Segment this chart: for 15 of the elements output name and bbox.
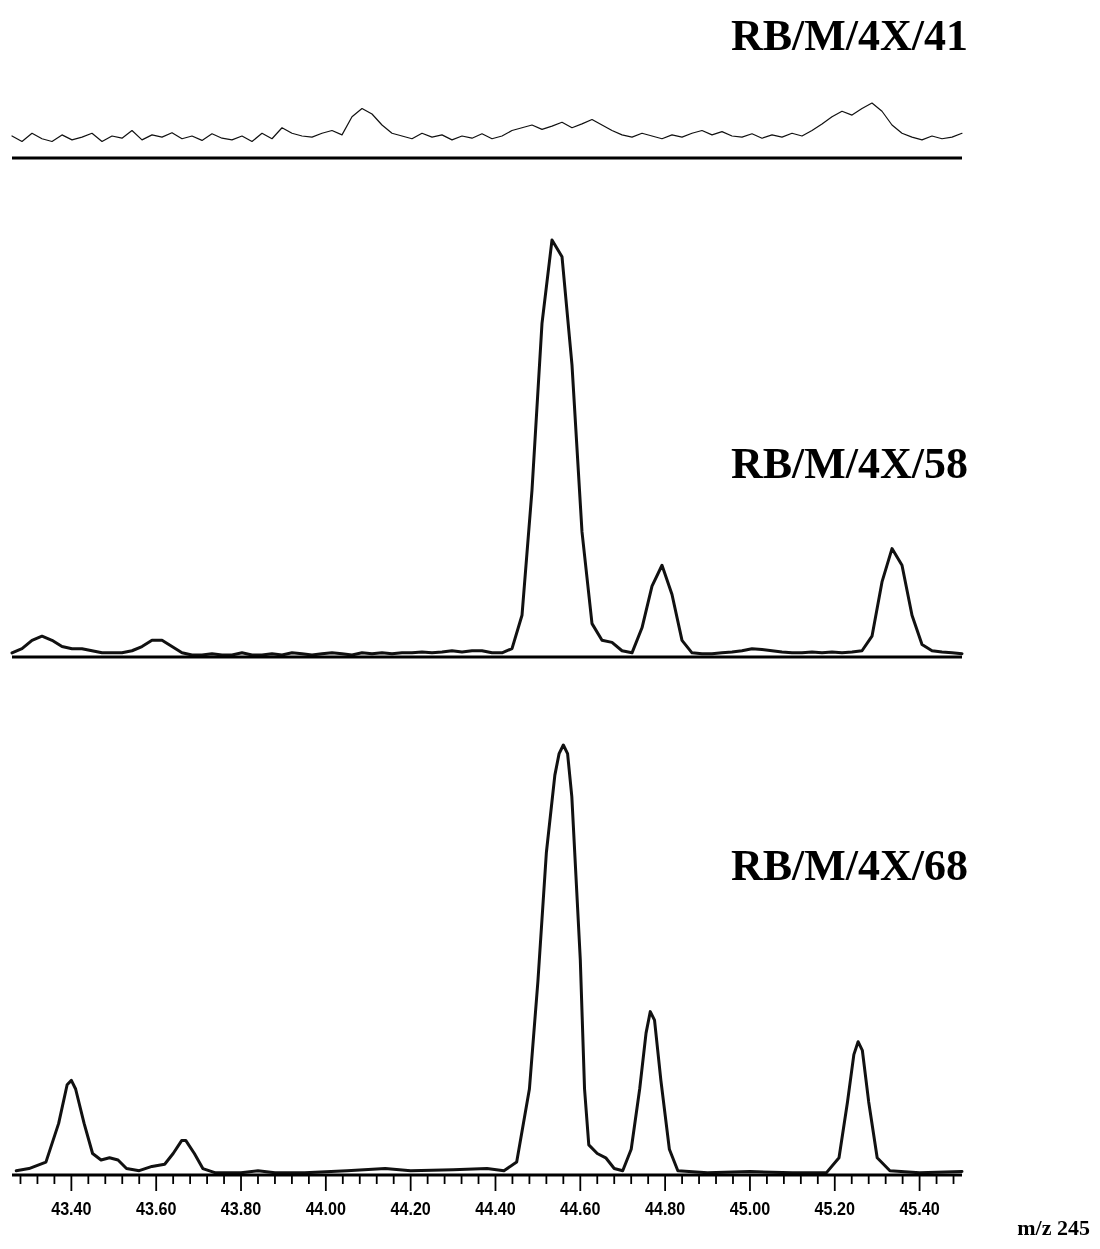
- chart-title: RB/M/4X/41: [730, 11, 968, 60]
- x-tick-label: 45.20: [814, 1197, 856, 1220]
- x-tick-label: 43.40: [51, 1197, 92, 1220]
- x-tick-label: 44.20: [390, 1197, 432, 1220]
- x-tick-label: 44.40: [475, 1197, 516, 1220]
- x-tick-label: 44.60: [560, 1197, 601, 1220]
- text: RB/M/4X/58: [730, 439, 968, 488]
- x-tick-label: 44.80: [644, 1197, 686, 1220]
- text: RB/M/4X/68: [730, 841, 968, 890]
- x-tick-label: 45.40: [899, 1197, 940, 1220]
- x-tick-label: 44.00: [305, 1197, 347, 1220]
- x-axis-title: m/z 245: [1017, 1215, 1090, 1240]
- x-tick-label: 43.80: [220, 1197, 262, 1220]
- x-tick-label: 43.60: [136, 1197, 177, 1220]
- x-tick-label: 45.00: [729, 1197, 771, 1220]
